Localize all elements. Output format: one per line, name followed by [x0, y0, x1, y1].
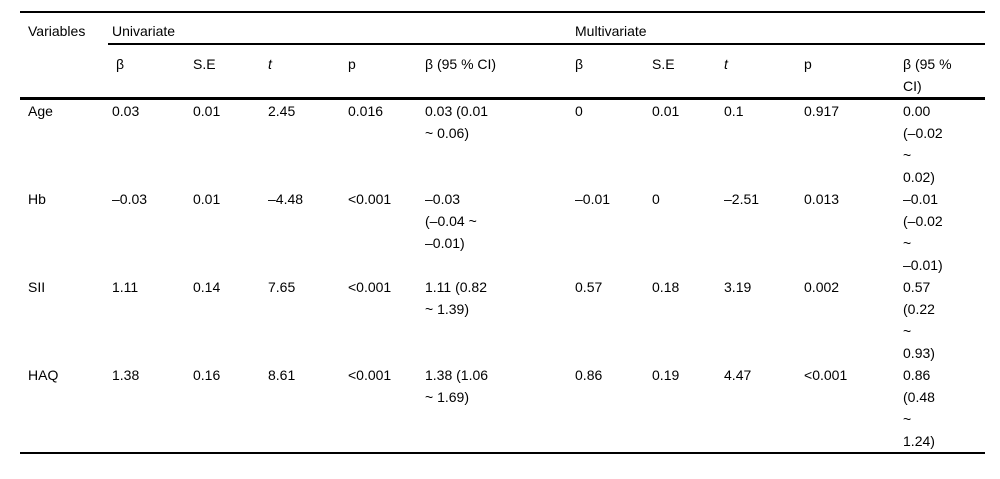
cell-uni-se: 0.16 [193, 367, 221, 383]
cell-uni-p: <0.001 [348, 191, 392, 207]
cell-uni-se: 0.14 [193, 279, 221, 295]
cell-multi-t: 4.47 [724, 367, 752, 383]
cell-uni-t: 7.65 [268, 279, 296, 295]
column-header-multi-p: p [800, 44, 900, 100]
row-label: Age [28, 103, 53, 119]
row-label: Hb [28, 191, 46, 207]
cell-uni-p: <0.001 [348, 279, 392, 295]
cell-multi-beta: –0.01 [575, 191, 611, 207]
cell-uni-ci: 1.38 (1.06 ~ 1.69) [425, 367, 489, 405]
cell-multi-se: 0.01 [652, 103, 680, 119]
cell-uni-t: 8.61 [268, 367, 296, 383]
cell-multi-beta: 0.86 [575, 367, 603, 383]
cell-multi-se: 0.19 [652, 367, 680, 383]
cell-multi-t: –2.51 [724, 191, 760, 207]
column-header-multi-se: S.E [648, 44, 721, 100]
cell-multi-beta: 0.57 [575, 279, 603, 295]
cell-multi-p: 0.002 [804, 279, 840, 295]
cell-multi-p: 0.013 [804, 191, 840, 207]
table-row-sii: SII 1.11 0.14 7.65 <0.001 1.11 (0.82 ~ 1… [20, 276, 985, 364]
cell-multi-ci: 0.00 (–0.02 ~ 0.02) [903, 103, 943, 185]
cell-multi-p: 0.917 [804, 103, 840, 119]
row-label: HAQ [28, 367, 59, 383]
cell-uni-se: 0.01 [193, 103, 221, 119]
cell-uni-ci: 1.11 (0.82 ~ 1.39) [425, 279, 488, 317]
cell-uni-t: 2.45 [268, 103, 296, 119]
group-header-row: Variables Univariate Multivariate [20, 12, 986, 100]
cell-multi-p: <0.001 [804, 367, 848, 383]
regression-results-table: Variables Univariate Multivariate β S.E … [20, 11, 986, 454]
cell-multi-se: 0 [652, 191, 660, 207]
group-header-multivariate: Multivariate [571, 12, 986, 45]
cell-multi-ci: –0.01 (–0.02 ~ –0.01) [903, 191, 943, 273]
cell-uni-ci: –0.03 (–0.04 ~ –0.01) [425, 191, 477, 251]
column-header-uni-se: S.E [189, 44, 264, 100]
column-header-multi-t: t [720, 44, 801, 100]
column-header-uni-p: p [344, 44, 421, 100]
cell-multi-ci: 0.57 (0.22 ~ 0.93) [903, 279, 935, 361]
cell-multi-beta: 0 [575, 103, 583, 119]
column-header-multi-ci: β (95 % CI) [899, 44, 986, 100]
cell-uni-beta: 0.03 [112, 103, 140, 119]
cell-multi-se: 0.18 [652, 279, 680, 295]
cell-multi-ci: 0.86 (0.48 ~ 1.24) [903, 367, 935, 449]
cell-uni-beta: –0.03 [112, 191, 148, 207]
cell-uni-p: <0.001 [348, 367, 392, 383]
table-row-age: Age 0.03 0.01 2.45 0.016 0.03 (0.01 ~ 0.… [20, 99, 985, 189]
cell-uni-t: –4.48 [268, 191, 304, 207]
table-row-haq: HAQ 1.38 0.16 8.61 <0.001 1.38 (1.06 ~ 1… [20, 364, 985, 453]
group-header-univariate: Univariate [108, 12, 572, 45]
sub-header-row: β S.E t p β (95 % CI) β S.E t p β (95 % … [20, 44, 986, 100]
cell-uni-se: 0.01 [193, 191, 221, 207]
table-row-hb: Hb –0.03 0.01 –4.48 <0.001 –0.03 (–0.04 … [20, 188, 985, 276]
cell-uni-beta: 1.38 [112, 367, 140, 383]
column-header-uni-ci: β (95 % CI) [421, 44, 572, 100]
cell-multi-t: 3.19 [724, 279, 752, 295]
cell-uni-ci: 0.03 (0.01 ~ 0.06) [425, 103, 489, 141]
column-header-uni-beta: β [108, 44, 189, 100]
cell-uni-p: 0.016 [348, 103, 384, 119]
row-label: SII [28, 279, 46, 295]
cell-uni-beta: 1.11 [112, 279, 139, 295]
column-header-multi-beta: β [571, 44, 649, 100]
column-header-variables: Variables [20, 12, 108, 100]
cell-multi-t: 0.1 [724, 103, 744, 119]
column-header-uni-t: t [264, 44, 344, 100]
